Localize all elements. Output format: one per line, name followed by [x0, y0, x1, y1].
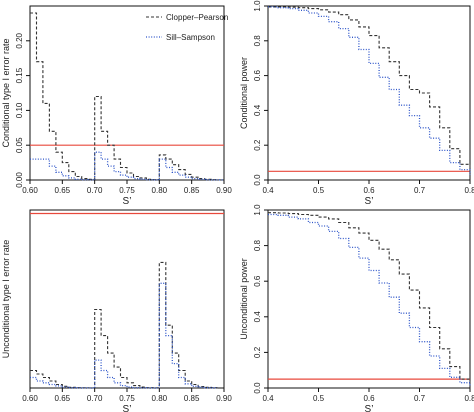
y-tick-label: 0.20 — [15, 32, 24, 48]
y-tick-label: 0.2 — [253, 346, 262, 358]
x-tick-label: 0.70 — [87, 394, 103, 403]
x-tick-label: 0.85 — [184, 186, 200, 195]
legend: Clopper–Pearson Sill–Sampson — [146, 13, 228, 42]
series-clopper-pearson — [268, 6, 471, 173]
y-tick-label: 0.6 — [253, 275, 262, 287]
y-tick-label: 0.6 — [253, 69, 262, 81]
series-clopper-pearson — [30, 12, 224, 181]
x-tick-label: 0.80 — [152, 394, 168, 403]
series-sill-sampson — [30, 282, 218, 389]
series-sill-sampson — [30, 151, 224, 181]
x-tick-label: 0.85 — [184, 394, 200, 403]
y-tick-label: 1.0 — [253, 204, 262, 216]
y-axis-label: Unconditional type I error rate — [1, 240, 11, 359]
x-tick-label: 0.5 — [313, 186, 325, 195]
y-axis-label: Unconditional power — [239, 258, 249, 340]
y-tick-label: 0.15 — [15, 67, 24, 83]
x-tick-label: 0.4 — [262, 186, 274, 195]
x-tick-label: 0.70 — [87, 186, 103, 195]
y-tick-label: 0.10 — [15, 102, 24, 118]
legend-label: Clopper–Pearson — [166, 13, 228, 22]
x-axis-label: S’ — [123, 196, 132, 207]
series-clopper-pearson — [268, 212, 471, 385]
x-axis-label: S’ — [365, 404, 374, 412]
y-tick-label: 0.4 — [253, 104, 262, 116]
series-sill-sampson — [268, 213, 471, 387]
x-tick-label: 0.65 — [55, 394, 71, 403]
x-tick-label: 0.7 — [414, 186, 426, 195]
x-tick-label: 0.8 — [464, 394, 474, 403]
y-tick-label: 0.4 — [253, 311, 262, 323]
y-tick-label: 0.0 — [253, 382, 262, 394]
y-tick-label: 0.8 — [253, 35, 262, 47]
x-tick-label: 0.6 — [363, 186, 375, 195]
plot-frame — [29, 209, 225, 389]
panel-2: 0.4 0.5 0.6 0.7 0.8 0.0 0.2 0.4 0.6 0.8 1.0 S’ Condi… — [239, 0, 474, 207]
x-tick-label: 0.6 — [363, 394, 375, 403]
y-tick-label: 1.0 — [253, 0, 262, 12]
x-tick-label: 0.8 — [464, 186, 474, 195]
y-tick-label: 0.2 — [253, 139, 262, 151]
y-axis-label: Conditional type I error rate — [1, 38, 11, 147]
panel-1: 0.60 0.65 0.70 0.75 0.80 0.85 0.90 0.00 0.05 0.10… — [1, 5, 232, 207]
x-tick-label: 0.75 — [119, 394, 135, 403]
y-axis-label: Conditional power — [239, 57, 249, 129]
legend-label: Sill–Sampson — [166, 33, 215, 42]
x-tick-label: 0.5 — [313, 394, 325, 403]
x-axis-label: S’ — [365, 196, 374, 207]
series-sill-sampson — [268, 6, 471, 175]
panel-3: 0.60 0.65 0.70 0.75 0.80 0.85 0.90 S’ Unconditio… — [1, 209, 232, 412]
y-tick-label: 0.00 — [15, 172, 24, 188]
x-tick-label: 0.60 — [22, 186, 38, 195]
series-clopper-pearson — [30, 261, 218, 389]
x-tick-label: 0.60 — [22, 394, 38, 403]
x-tick-label: 0.4 — [262, 394, 274, 403]
x-tick-label: 0.7 — [414, 394, 426, 403]
panel-4: 0.4 0.5 0.6 0.7 0.8 0.0 0.2 0.4 0.6 0.8 1.0 S’ Uncon… — [239, 204, 474, 412]
x-tick-label: 0.75 — [119, 186, 135, 195]
x-tick-label: 0.90 — [216, 186, 232, 195]
x-axis-label: S’ — [123, 404, 132, 412]
x-tick-label: 0.65 — [55, 186, 71, 195]
y-tick-label: 0.0 — [253, 174, 262, 186]
x-tick-label: 0.90 — [216, 394, 232, 403]
y-tick-label: 0.8 — [253, 239, 262, 251]
y-tick-label: 0.05 — [15, 137, 24, 153]
x-tick-label: 0.80 — [152, 186, 168, 195]
